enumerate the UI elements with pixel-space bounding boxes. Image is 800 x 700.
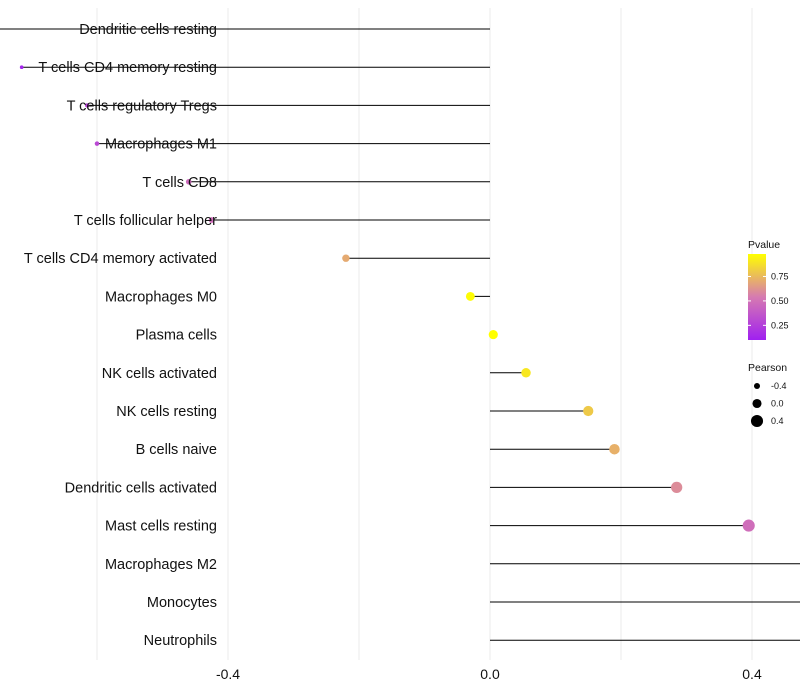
- pvalue-tick-label: 0.50: [771, 296, 789, 306]
- y-axis-label: Macrophages M1: [105, 137, 217, 153]
- data-point: [465, 291, 475, 301]
- data-point: [488, 330, 498, 340]
- pearson-legend-title: Pearson: [748, 362, 787, 374]
- data-point: [521, 368, 531, 378]
- pearson-legend-keys: -0.4 0.0 0.4: [750, 381, 787, 428]
- legend: Pvalue 0.75 0.50 0.25 Pearson -0.4 0.0 0.4: [748, 239, 789, 428]
- data-point: [342, 254, 350, 262]
- stems: [0, 28, 800, 641]
- data-point: [208, 217, 215, 223]
- data-point: [609, 443, 620, 455]
- data-point: [19, 65, 24, 70]
- y-axis-label: NK cells activated: [102, 366, 217, 382]
- pearson-key-label: -0.4: [771, 381, 787, 391]
- y-axis-label: Plasma cells: [136, 328, 217, 344]
- data-point: [671, 481, 683, 494]
- y-axis-label: T cells CD4 memory resting: [38, 60, 217, 76]
- x-tick-label: 0.0: [480, 666, 500, 682]
- y-axis-label: T cells follicular helper: [74, 213, 217, 229]
- y-axis-label: T cells CD4 memory activated: [24, 251, 217, 267]
- pvalue-legend-ticks: 0.75 0.50 0.25: [748, 271, 789, 330]
- x-tick-label: 0.4: [742, 666, 762, 682]
- y-axis-label: Macrophages M0: [105, 289, 217, 305]
- data-point: [742, 519, 755, 532]
- pearson-key-label: 0.0: [771, 399, 784, 409]
- y-axis-label: Dendritic cells resting: [79, 22, 217, 38]
- pearson-key-dot: [753, 382, 761, 390]
- points: [19, 65, 755, 532]
- y-axis-label: T cells CD8: [142, 175, 217, 191]
- pvalue-tick-label: 0.25: [771, 320, 789, 330]
- y-axis-label: B cells naive: [136, 442, 217, 458]
- pearson-key-dot: [750, 414, 764, 428]
- data-point: [583, 405, 594, 417]
- y-axis-label: Mast cells resting: [105, 519, 217, 535]
- y-axis-label: Neutrophils: [144, 633, 217, 649]
- y-axis-label: Macrophages M2: [105, 557, 217, 573]
- y-axis-label: NK cells resting: [116, 404, 217, 420]
- pvalue-tick-label: 0.75: [771, 271, 789, 281]
- pvalue-colorbar: [748, 254, 766, 340]
- data-point: [84, 103, 90, 108]
- y-axis-label: Dendritic cells activated: [65, 480, 217, 496]
- data-point: [94, 141, 100, 146]
- y-axis-labels: Dendritic cells resting T cells CD4 memor…: [24, 22, 217, 649]
- x-axis-ticks: -0.8-0.40.00.4: [216, 666, 762, 682]
- pearson-key-label: 0.4: [771, 416, 784, 426]
- y-axis-label: Monocytes: [147, 595, 217, 611]
- data-point: [185, 179, 192, 185]
- pvalue-legend-title: Pvalue: [748, 239, 780, 251]
- pearson-key-dot: [752, 398, 762, 409]
- x-tick-label: -0.4: [216, 666, 240, 682]
- y-axis-label: T cells regulatory Tregs: [67, 98, 217, 114]
